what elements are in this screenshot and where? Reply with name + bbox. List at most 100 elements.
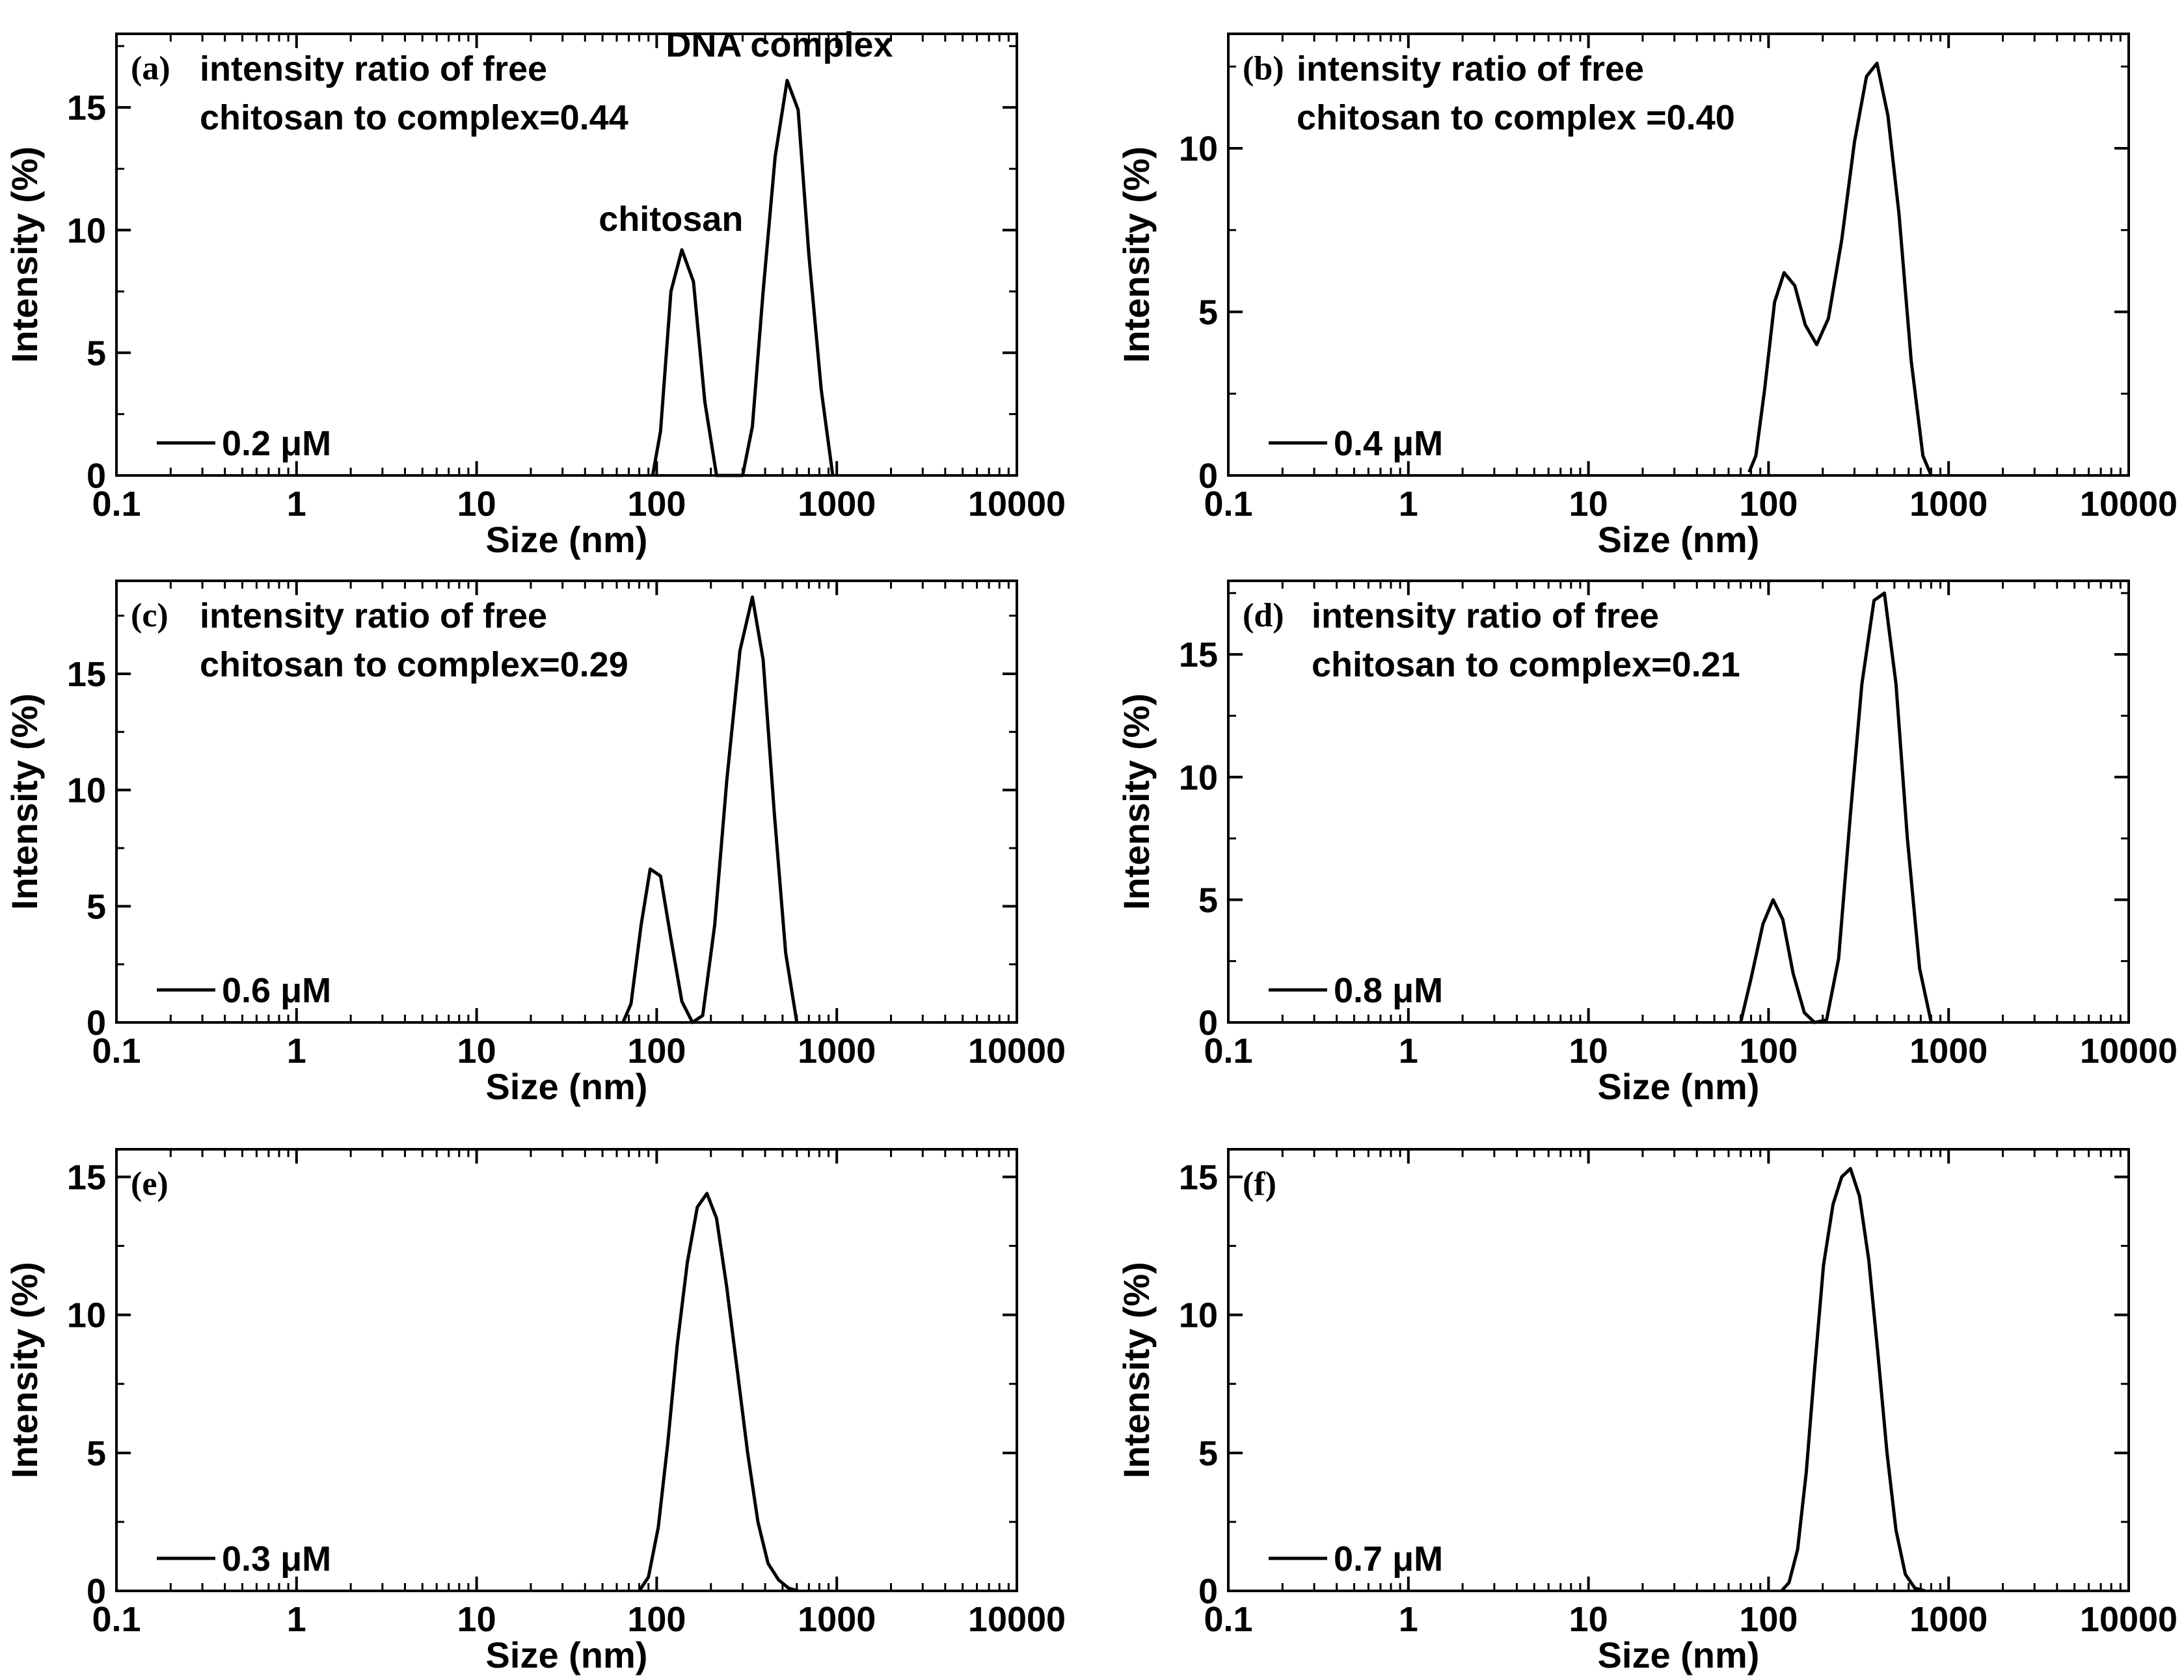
x-tick-label: 0.1 (92, 1600, 141, 1639)
legend-label: 0.8 μM (1334, 971, 1443, 1010)
x-tick-label: 10 (457, 485, 496, 524)
annotation-line: chitosan to complex=0.21 (1312, 645, 1740, 684)
x-tick-label: 10 (1569, 1600, 1608, 1639)
x-tick-label: 100 (627, 1032, 686, 1071)
x-tick-label: 10 (1569, 1032, 1608, 1071)
y-tick-label: 5 (1198, 881, 1218, 920)
x-tick-label: 10000 (968, 1032, 1066, 1071)
x-tick-label: 10000 (2080, 1032, 2177, 1071)
y-tick-label: 0 (87, 457, 106, 496)
x-tick-label: 10 (457, 1600, 496, 1639)
panel-tag: (a) (131, 50, 170, 87)
plot-frame (115, 33, 1018, 477)
x-axis-title: Size (nm) (1598, 1634, 1760, 1675)
plot-frame (1227, 580, 2130, 1024)
legend-label: 0.3 μM (222, 1540, 331, 1579)
x-tick-label: 1000 (798, 485, 876, 524)
legend-label: 0.7 μM (1334, 1540, 1443, 1579)
x-tick-label: 1 (287, 485, 306, 524)
y-tick-label: 15 (67, 1158, 106, 1197)
y-tick-label: 10 (67, 211, 106, 250)
y-tick-label: 10 (1179, 129, 1218, 168)
x-axis-title: Size (nm) (1598, 519, 1760, 560)
x-axis-title: Size (nm) (486, 1634, 648, 1675)
x-tick-label: 1 (287, 1032, 306, 1071)
panel-tag: (d) (1243, 597, 1284, 634)
y-axis-title: Intensity (%) (4, 146, 45, 363)
x-tick-label: 0.1 (92, 485, 141, 524)
series-line (1747, 61, 1933, 476)
panel-e: 0.1 1 10 100 1000 10000 0 5 10 15 Size (nm) Intensi… (4, 1148, 1066, 1675)
peak-label: chitosan (599, 200, 743, 239)
legend-label: 0.4 μM (1334, 424, 1443, 463)
panel-tag: (c) (131, 597, 169, 634)
plot-frame (115, 1148, 1018, 1592)
x-tick-label: 1 (1399, 1600, 1418, 1639)
panel-a: 0.1 1 10 100 1000 10000 0 5 10 15 Size (nm) Intensi… (4, 25, 1066, 560)
x-tick-label: 1000 (798, 1032, 876, 1071)
x-tick-label: 1000 (798, 1600, 876, 1639)
annotation-line: intensity ratio of free (200, 596, 547, 635)
x-tick-label: 0.1 (1204, 1600, 1252, 1639)
x-tick-label: 100 (1739, 485, 1798, 524)
y-axis-title: Intensity (%) (4, 1262, 45, 1478)
panel-tag: (e) (131, 1166, 169, 1203)
y-tick-label: 10 (67, 1296, 106, 1335)
x-axis-title: Size (nm) (486, 1066, 648, 1107)
y-tick-label: 0 (87, 1572, 106, 1611)
y-tick-label: 15 (67, 655, 106, 694)
y-axis-title: Intensity (%) (1116, 693, 1157, 910)
panel-tag: (b) (1243, 50, 1284, 87)
y-tick-label: 10 (1179, 1296, 1218, 1335)
x-tick-label: 10 (457, 1032, 496, 1071)
annotation-line: intensity ratio of free (200, 49, 547, 88)
y-tick-label: 15 (67, 88, 106, 127)
series-line (638, 1192, 799, 1593)
annotation-line: intensity ratio of free (1297, 49, 1644, 88)
annotation-line: chitosan to complex=0.29 (200, 645, 628, 684)
annotation-line: intensity ratio of free (1312, 596, 1659, 635)
x-tick-label: 1000 (1909, 1032, 1988, 1071)
legend-label: 0.6 μM (222, 971, 331, 1010)
series-line (1739, 591, 1933, 1024)
series-line (1780, 1167, 1926, 1593)
series-line (651, 79, 835, 477)
series-line (621, 595, 799, 1024)
x-tick-label: 1 (1399, 485, 1418, 524)
y-tick-label: 0 (1198, 1004, 1218, 1043)
legend-label: 0.2 μM (222, 424, 331, 463)
x-tick-label: 10000 (2080, 485, 2177, 524)
x-tick-label: 0.1 (92, 1032, 141, 1071)
annotation-line: chitosan to complex=0.44 (200, 98, 628, 137)
y-axis-title: Intensity (%) (1116, 146, 1157, 363)
y-tick-label: 5 (1198, 1434, 1218, 1473)
x-tick-label: 100 (627, 1600, 686, 1639)
panel-f: 0.1 1 10 100 1000 10000 0 5 10 15 Size (nm) Intensi… (1116, 1148, 2177, 1675)
y-tick-label: 15 (1179, 635, 1218, 674)
x-axis-title: Size (nm) (486, 519, 648, 560)
x-tick-label: 10000 (2080, 1600, 2177, 1639)
annotation-line: chitosan to complex =0.40 (1297, 98, 1735, 137)
x-axis-title: Size (nm) (1598, 1066, 1760, 1107)
y-tick-label: 5 (1198, 293, 1218, 332)
x-tick-label: 10000 (968, 1600, 1066, 1639)
x-tick-label: 0.1 (1204, 485, 1252, 524)
y-tick-label: 0 (1198, 457, 1218, 496)
panel-c: 0.1 1 10 100 1000 10000 0 5 10 15 Size (nm) Intensi… (4, 580, 1066, 1107)
x-tick-label: 10000 (968, 485, 1066, 524)
y-tick-label: 5 (87, 1434, 106, 1473)
x-tick-label: 1000 (1909, 485, 1988, 524)
x-tick-label: 100 (1739, 1600, 1798, 1639)
peak-label: DNA complex (666, 25, 893, 64)
x-tick-label: 100 (1739, 1032, 1798, 1071)
y-tick-label: 5 (87, 887, 106, 926)
x-tick-label: 1 (287, 1600, 306, 1639)
x-tick-label: 1000 (1909, 1600, 1988, 1639)
y-axis-title: Intensity (%) (1116, 1262, 1157, 1478)
plot-frame (1227, 1148, 2130, 1592)
x-tick-label: 0.1 (1204, 1032, 1252, 1071)
x-tick-label: 10 (1569, 485, 1608, 524)
plot-frame (1227, 33, 2130, 477)
